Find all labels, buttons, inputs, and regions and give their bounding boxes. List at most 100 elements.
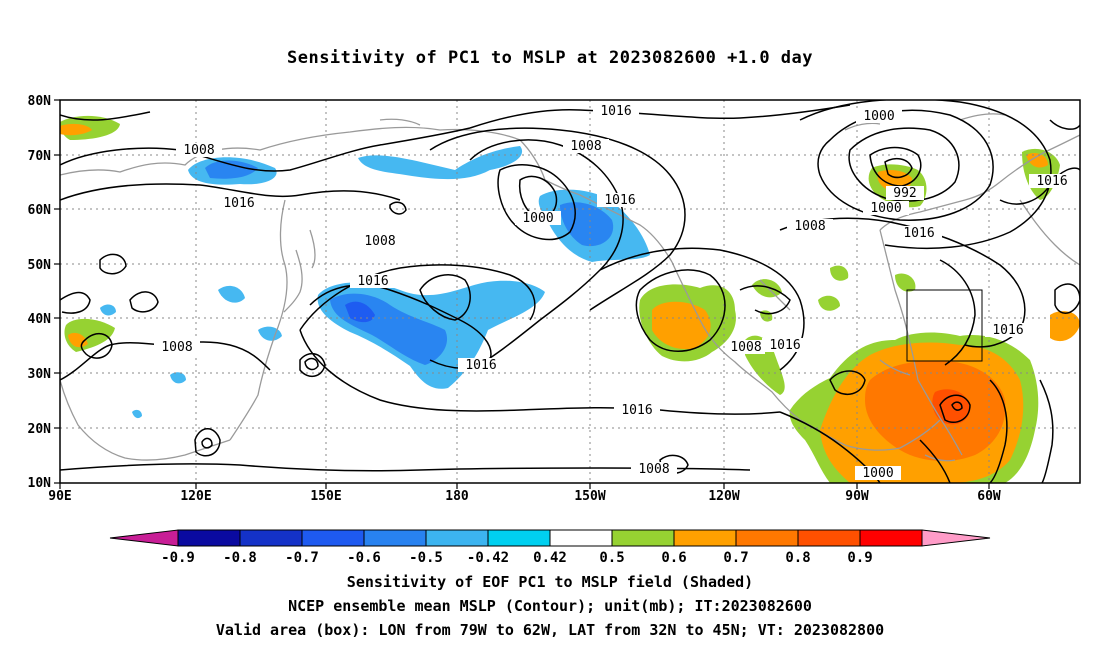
- contour-label: 1008: [787, 219, 833, 234]
- contour-label: 1016: [216, 196, 262, 211]
- colorbar-box: [549, 529, 613, 547]
- colorbar-box: [363, 529, 427, 547]
- lat-label: 50N: [28, 258, 52, 273]
- lat-label: 80N: [28, 94, 52, 109]
- shade-neg-small3: [100, 304, 116, 316]
- contour-label: 1016: [614, 403, 660, 418]
- shade-neg-japan: [218, 285, 245, 303]
- shade-neg-small1: [258, 326, 282, 341]
- colorbar-box: [859, 529, 923, 547]
- colorbar-box: [301, 529, 365, 547]
- colorbar-tick-label: 0.5: [599, 550, 624, 566]
- lon-label: 120E: [180, 489, 211, 504]
- shade-pos-arctic-west-core: [60, 123, 92, 136]
- lat-label: 40N: [28, 312, 52, 327]
- colorbar-box: [177, 529, 241, 547]
- map-border: [59, 99, 1081, 484]
- caption-contour: NCEP ensemble mean MSLP (Contour); unit(…: [288, 597, 812, 615]
- shade-pos-greenland-core: [1026, 153, 1048, 168]
- colorbar-tick-label: -0.8: [223, 550, 257, 566]
- contour-label: 1016: [350, 274, 396, 289]
- shade-pos-pacific-east-core: [652, 301, 711, 350]
- contour-label-text: 1000: [862, 466, 893, 481]
- shade-pos-lab: [830, 265, 849, 281]
- contour-label-text: 1016: [903, 226, 934, 241]
- contour-label-text: 1008: [794, 219, 825, 234]
- colorbar-over-triangle: [921, 529, 991, 547]
- contour-label: 1016: [896, 226, 942, 241]
- contour-label-text: 1008: [161, 340, 192, 355]
- colorbar-box: [425, 529, 489, 547]
- lat-label: 30N: [28, 367, 52, 382]
- colorbar-box: [239, 529, 303, 547]
- colorbar-box: [487, 529, 551, 547]
- lon-label: 150W: [574, 489, 605, 504]
- colorbar-box: [735, 529, 799, 547]
- contour-label: 1008: [154, 340, 200, 355]
- contour-label: 1016: [593, 104, 639, 119]
- colorbar-box: [797, 529, 861, 547]
- shade-neg-pacific-core: [345, 301, 375, 323]
- contour-label: 1000: [863, 201, 909, 216]
- contour-label: 1016: [985, 323, 1031, 338]
- positive-sensitivity-shading: [60, 115, 1080, 483]
- longitude-labels: 90E 120E 150E 180 150W 120W 90W 60W: [48, 489, 1001, 504]
- contour-label: 1008: [631, 462, 677, 477]
- lon-label: 150E: [310, 489, 341, 504]
- colorbar-under-triangle: [109, 529, 179, 547]
- contour-label-text: 1016: [465, 358, 496, 373]
- colorbar-box: [673, 529, 737, 547]
- chart-title: Sensitivity of PC1 to MSLP at 2023082600…: [286, 48, 813, 68]
- shade-pos-us: [752, 279, 782, 298]
- graticule: [60, 100, 1080, 483]
- colorbar-labels: -0.9 -0.8 -0.7 -0.6 -0.5 -0.42 0.42 0.5 0.6 0.7 0.…: [161, 550, 873, 566]
- contour-label-text: 1016: [1036, 174, 1067, 189]
- contour-label-text: 1008: [364, 234, 395, 249]
- lon-label: 120W: [708, 489, 739, 504]
- contour-labels: 1016 1008 1016 1008 1000 1016 1016 1000: [154, 104, 1075, 481]
- colorbar-tick-label: 0.6: [661, 550, 686, 566]
- contour-label-text: 1008: [570, 139, 601, 154]
- shade-neg-siberia: [358, 146, 523, 180]
- contour-label-text: 1016: [621, 403, 652, 418]
- contour-label: 1008: [563, 139, 609, 154]
- contour-label-text: 1016: [357, 274, 388, 289]
- lat-label: 10N: [28, 476, 52, 491]
- shade-neg-gulf-core: [560, 202, 614, 247]
- contour-label-text: 1016: [600, 104, 631, 119]
- colorbar-box: [611, 529, 675, 547]
- contour-label-text: 1008: [730, 340, 761, 355]
- axis-ticks: [54, 99, 990, 489]
- lon-label: 90E: [48, 489, 71, 504]
- colorbar: [109, 529, 991, 547]
- contour-label-text: 1016: [604, 193, 635, 208]
- shade-pos-atlantic-hot: [932, 389, 970, 425]
- contour-label-text: 1008: [183, 143, 214, 158]
- colorbar-tick-label: 0.42: [533, 550, 567, 566]
- shade-neg-small4: [132, 409, 142, 419]
- contour-label: 1016: [1029, 174, 1075, 189]
- colorbar-tick-label: 0.8: [785, 550, 810, 566]
- contour-label: 1016: [458, 358, 504, 373]
- contour-label: 1000: [856, 109, 902, 124]
- shade-pos-small1: [895, 273, 916, 292]
- contour-label: 1008: [727, 340, 765, 355]
- lat-label: 20N: [28, 422, 52, 437]
- coastlines: [60, 113, 1080, 462]
- colorbar-tick-label: -0.6: [347, 550, 381, 566]
- colorbar-tick-label: -0.42: [467, 550, 509, 566]
- shade-neg-small2: [170, 372, 186, 384]
- contour-label: 1008: [176, 143, 222, 158]
- negative-sensitivity-shading: [100, 146, 650, 419]
- shade-pos-mid-atl: [818, 295, 840, 311]
- contour-label-text: 1016: [223, 196, 254, 211]
- shade-pos-atlantic-ne: [1050, 311, 1080, 342]
- contour-label-text: 1016: [769, 338, 800, 353]
- contour-label: 1000: [515, 211, 561, 226]
- lon-label: 90W: [845, 489, 869, 504]
- contour-label: 1016: [762, 338, 808, 353]
- colorbar-tick-label: 0.7: [723, 550, 748, 566]
- mslp-contours: [60, 100, 1080, 483]
- contour-label-text: 992: [893, 186, 916, 201]
